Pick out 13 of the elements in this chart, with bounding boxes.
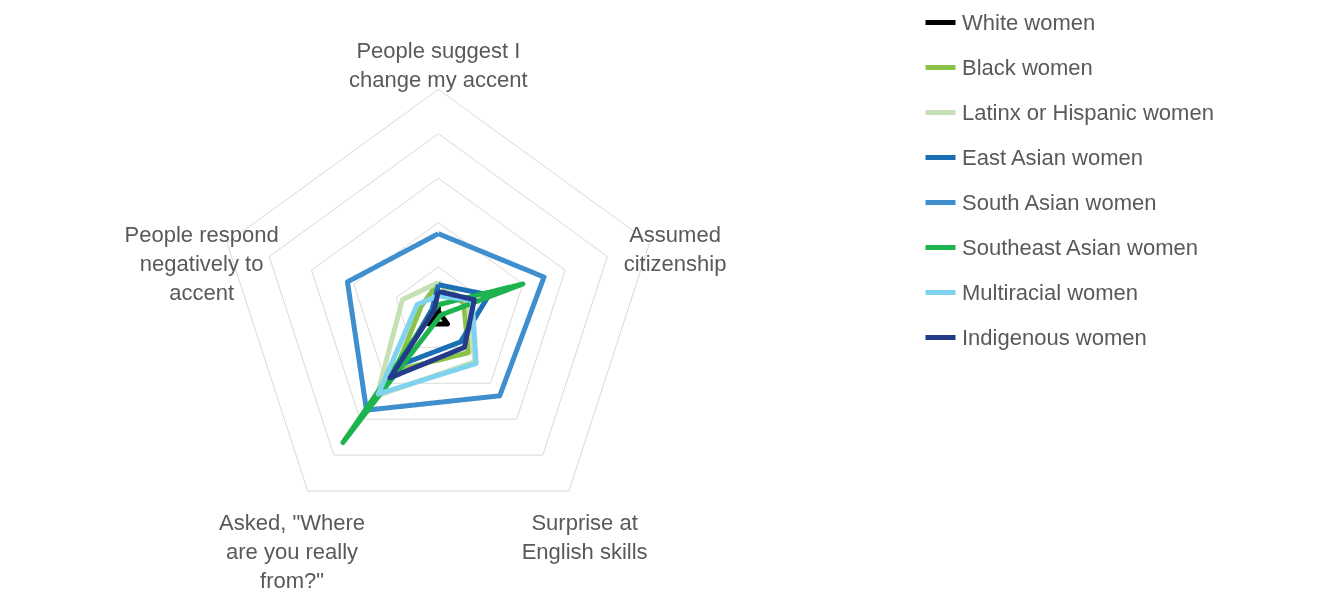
legend-label: White women: [962, 9, 1096, 35]
legend-label: South Asian women: [962, 189, 1157, 215]
legend-label: Multiracial women: [962, 279, 1139, 305]
legend-label: Southeast Asian women: [962, 234, 1199, 260]
legend-label: Indigenous women: [962, 324, 1147, 350]
spoke-label: People respond negatively to accent: [124, 221, 279, 305]
legend-label: Latinx or Hispanic women: [962, 99, 1214, 125]
spoke-label: Assumed citizenship: [623, 221, 727, 276]
legend-label: East Asian women: [962, 144, 1143, 170]
legend-label: Black women: [962, 54, 1093, 80]
spoke-label: Surprise at English skills: [521, 509, 648, 564]
spoke-label: People suggest I change my accent: [349, 37, 528, 92]
spoke-label: Asked, "Where are you really from?": [219, 509, 366, 593]
